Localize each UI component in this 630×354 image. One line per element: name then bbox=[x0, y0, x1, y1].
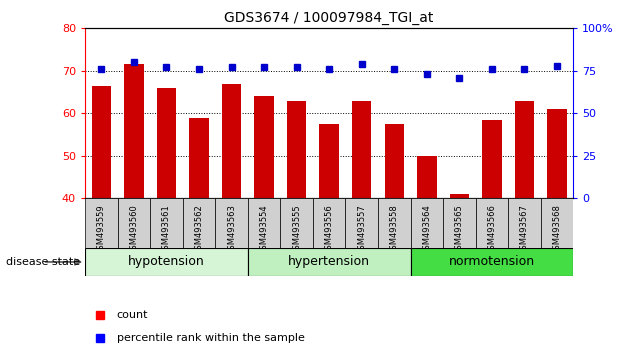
Bar bbox=[319, 124, 339, 198]
Bar bbox=[280, 198, 313, 248]
Bar bbox=[411, 198, 443, 248]
Bar bbox=[352, 101, 372, 198]
Bar bbox=[248, 198, 280, 248]
Bar bbox=[411, 248, 573, 276]
Text: GSM493554: GSM493554 bbox=[260, 204, 268, 255]
Bar bbox=[345, 198, 378, 248]
Text: GSM493557: GSM493557 bbox=[357, 204, 366, 255]
Bar bbox=[150, 198, 183, 248]
Bar bbox=[384, 124, 404, 198]
Bar bbox=[515, 101, 534, 198]
Text: GSM493560: GSM493560 bbox=[129, 204, 139, 255]
Text: GSM493565: GSM493565 bbox=[455, 204, 464, 255]
Text: GSM493561: GSM493561 bbox=[162, 204, 171, 255]
Title: GDS3674 / 100097984_TGI_at: GDS3674 / 100097984_TGI_at bbox=[224, 11, 434, 24]
Text: disease state: disease state bbox=[6, 257, 81, 267]
Text: hypertension: hypertension bbox=[288, 256, 370, 268]
Text: GSM493558: GSM493558 bbox=[390, 204, 399, 255]
Text: GSM493566: GSM493566 bbox=[488, 204, 496, 255]
Bar bbox=[85, 198, 118, 248]
Bar bbox=[482, 120, 501, 198]
Text: GSM493564: GSM493564 bbox=[422, 204, 432, 255]
Text: GSM493556: GSM493556 bbox=[324, 204, 334, 255]
Text: GSM493563: GSM493563 bbox=[227, 204, 236, 255]
Bar bbox=[508, 198, 541, 248]
Text: GSM493555: GSM493555 bbox=[292, 204, 301, 255]
Bar bbox=[541, 198, 573, 248]
Bar bbox=[547, 109, 567, 198]
Bar bbox=[443, 198, 476, 248]
Bar bbox=[450, 194, 469, 198]
Bar bbox=[118, 198, 150, 248]
Bar bbox=[222, 84, 241, 198]
Text: GSM493567: GSM493567 bbox=[520, 204, 529, 255]
Text: normotension: normotension bbox=[449, 256, 535, 268]
Bar bbox=[378, 198, 411, 248]
Bar bbox=[313, 198, 345, 248]
Bar bbox=[287, 101, 306, 198]
Bar bbox=[476, 198, 508, 248]
Text: count: count bbox=[117, 310, 148, 320]
Bar bbox=[85, 248, 248, 276]
Text: GSM493559: GSM493559 bbox=[97, 204, 106, 255]
Bar bbox=[124, 64, 144, 198]
Bar bbox=[215, 198, 248, 248]
Bar bbox=[157, 88, 176, 198]
Bar bbox=[91, 86, 111, 198]
Bar bbox=[183, 198, 215, 248]
Text: hypotension: hypotension bbox=[128, 256, 205, 268]
Text: percentile rank within the sample: percentile rank within the sample bbox=[117, 333, 305, 343]
Bar bbox=[417, 156, 437, 198]
Text: GSM493568: GSM493568 bbox=[553, 204, 561, 255]
Bar bbox=[255, 96, 274, 198]
Bar bbox=[189, 118, 209, 198]
Text: GSM493562: GSM493562 bbox=[195, 204, 203, 255]
Bar bbox=[248, 248, 411, 276]
